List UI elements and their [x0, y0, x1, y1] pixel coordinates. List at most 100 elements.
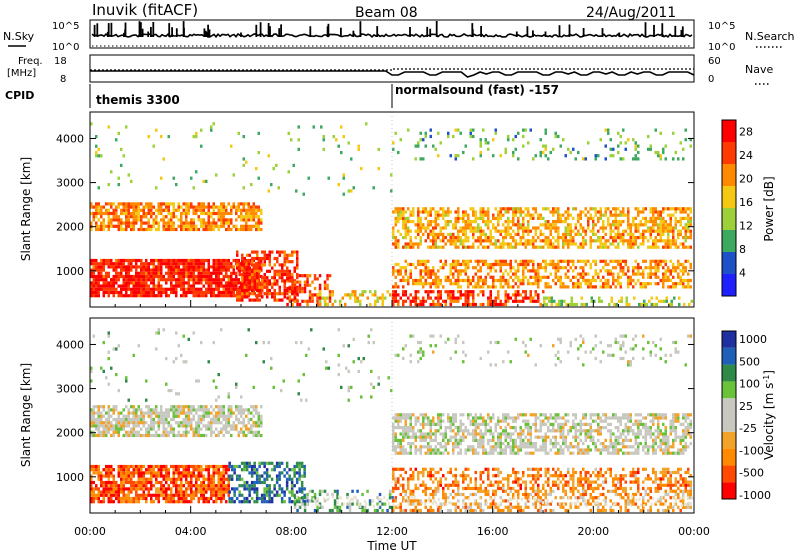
- heatmap-cell: [222, 411, 225, 415]
- heatmap-cell: [296, 280, 299, 284]
- heatmap-cell: [682, 282, 685, 286]
- heatmap-cell: [351, 293, 354, 297]
- heatmap-cell: [467, 236, 470, 240]
- heatmap-cell: [147, 284, 150, 288]
- heatmap-cell: [135, 500, 138, 504]
- heatmap-cell: [232, 268, 235, 272]
- heatmap-cell: [584, 207, 587, 211]
- heatmap-cell: [306, 299, 309, 303]
- heatmap-cell: [185, 424, 188, 428]
- heatmap-cell: [160, 278, 163, 282]
- heatmap-cell: [92, 421, 95, 425]
- heatmap-cell: [157, 258, 160, 263]
- heatmap-cell: [142, 471, 145, 475]
- heatmap-cell: [532, 262, 535, 267]
- heatmap-cell: [125, 227, 128, 232]
- heatmap-cell: [554, 223, 557, 227]
- heatmap-cell: [407, 232, 410, 236]
- heatmap-cell: [162, 157, 165, 161]
- heatmap-cell: [622, 220, 625, 224]
- heatmap-cell: [162, 202, 165, 206]
- heatmap-cell: [452, 275, 455, 279]
- heatmap-cell: [422, 226, 425, 230]
- heatmap-cell: [250, 405, 253, 409]
- heatmap-cell: [105, 271, 108, 275]
- heatmap-cell: [237, 433, 240, 438]
- heatmap-cell: [255, 421, 258, 425]
- heatmap-cell: [100, 493, 103, 497]
- heatmap-cell: [477, 262, 480, 267]
- heatmap-cell: [110, 493, 113, 497]
- heatmap-cell: [594, 269, 597, 273]
- heatmap-cell: [230, 405, 233, 409]
- heatmap-cell: [222, 211, 225, 216]
- heatmap-cell: [499, 285, 502, 289]
- heatmap-cell: [130, 265, 133, 269]
- heatmap-cell: [202, 408, 205, 412]
- heatmap-cell: [589, 242, 592, 246]
- heatmap-cell: [517, 285, 520, 289]
- heatmap-cell: [429, 269, 432, 273]
- heatmap-cell: [394, 275, 397, 279]
- heatmap-cell: [447, 220, 450, 224]
- heatmap-cell: [356, 299, 359, 303]
- heatmap-cell: [175, 290, 178, 295]
- heatmap-cell: [217, 218, 220, 222]
- heatmap-cell: [614, 245, 617, 249]
- heatmap-cell: [427, 223, 430, 227]
- heatmap-cell: [414, 236, 417, 240]
- heatmap-cell: [291, 272, 294, 277]
- heatmap-cell: [619, 239, 622, 243]
- heatmap-cell: [297, 138, 300, 142]
- heatmap-cell: [155, 471, 158, 475]
- heatmap-cell: [122, 500, 125, 504]
- heatmap-cell: [659, 226, 662, 230]
- heatmap-cell: [130, 215, 133, 219]
- heatmap-cell: [140, 414, 143, 418]
- heatmap-cell: [112, 474, 115, 478]
- heatmap-cell: [97, 490, 100, 494]
- heatmap-cell: [412, 213, 415, 217]
- heatmap-cell: [482, 216, 485, 220]
- heatmap-cell: [135, 208, 138, 212]
- heatmap-cell: [499, 242, 502, 246]
- heatmap-cell: [467, 290, 470, 294]
- heatmap-cell: [115, 408, 118, 412]
- heatmap-cell: [597, 210, 600, 214]
- heatmap-cell: [185, 208, 188, 212]
- colorbar-frame: [721, 119, 737, 297]
- heatmap-cell: [150, 205, 153, 209]
- heatmap-cell: [263, 461, 266, 465]
- heatmap-cell: [689, 245, 692, 249]
- heatmap-cell: [524, 128, 527, 132]
- heatmap-cell: [634, 266, 637, 270]
- heatmap-cell: [599, 236, 602, 240]
- heatmap-cell: [311, 296, 314, 300]
- heatmap-cell: [182, 211, 185, 216]
- heatmap-cell: [275, 461, 279, 465]
- heatmap-cell: [207, 427, 210, 431]
- heatmap-cell: [632, 223, 635, 227]
- heatmap-cell: [409, 213, 412, 217]
- heatmap-cell: [619, 266, 622, 270]
- heatmap-cell: [147, 433, 150, 438]
- heatmap-cell: [258, 266, 261, 270]
- heatmap-cell: [622, 232, 625, 236]
- heatmap-cell: [427, 210, 430, 214]
- heatmap-cell: [197, 202, 200, 206]
- heatmap-cell: [180, 274, 183, 279]
- heatmap-cell: [637, 144, 640, 148]
- heatmap-cell: [132, 471, 135, 475]
- heatmap-cell: [195, 170, 198, 174]
- heatmap-cell: [250, 464, 254, 469]
- heatmap-cell: [286, 279, 289, 283]
- heatmap-cell: [167, 278, 170, 282]
- heatmap-cell: [542, 207, 545, 211]
- heatmap-cell: [90, 480, 93, 485]
- heatmap-cell: [185, 496, 188, 501]
- heatmap-cell: [157, 290, 160, 295]
- heatmap-cell: [155, 487, 158, 491]
- nsky-line: [91, 32, 693, 39]
- heatmap-cell: [236, 292, 239, 296]
- heatmap-cell: [190, 464, 193, 469]
